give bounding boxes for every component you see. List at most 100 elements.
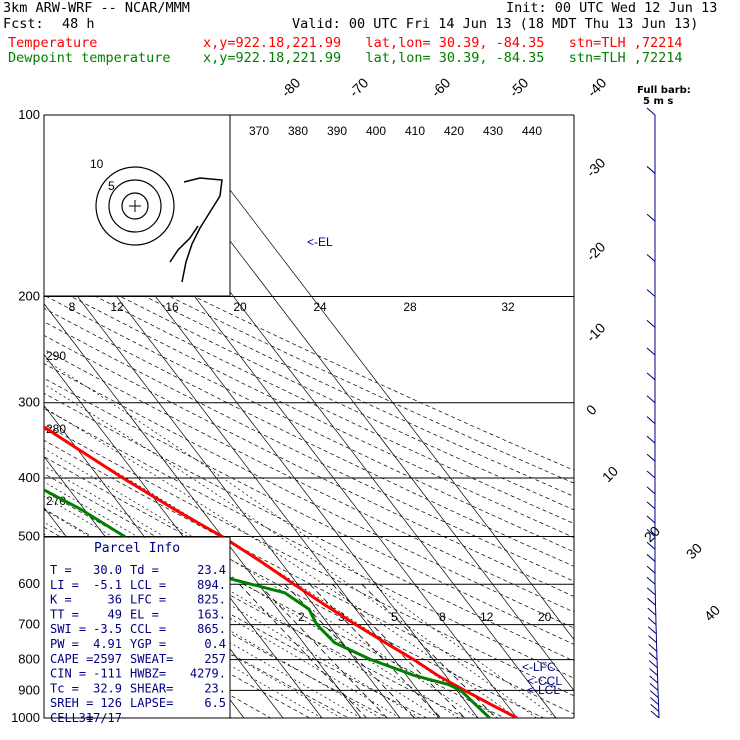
wind-barb	[646, 213, 656, 222]
isotherm-label: -80	[278, 74, 304, 100]
wind-barb	[646, 554, 656, 562]
parcel-param-value: 30.0	[93, 563, 122, 577]
isotherm-label: 0	[583, 401, 600, 418]
theta-e-label: 430	[483, 124, 503, 138]
hodograph-speed-label: 32	[501, 300, 515, 314]
dry-adiabat-line	[44, 334, 574, 597]
dry-adiabat-line	[44, 294, 574, 553]
parcel-param-label: SHEAR=	[130, 681, 173, 695]
wind-barb	[648, 652, 658, 660]
dry-adiabat-line	[44, 244, 574, 497]
pressure-label: 900	[18, 682, 40, 697]
parcel-param-value: 4279.	[190, 667, 226, 681]
parcel-param-label: CELL =	[50, 711, 93, 725]
temperature-legend: Temperature	[8, 35, 98, 51]
barb-legend-unit: 5 m s	[643, 96, 673, 107]
wind-barb	[646, 435, 656, 444]
wind-barb	[648, 660, 658, 668]
forecast-label: Fcst:	[3, 16, 44, 32]
wind-barb	[646, 254, 656, 262]
parcel-param-value: 317/17	[79, 711, 122, 725]
parcel-param-value: 865.	[197, 622, 226, 636]
isotherm-label: 40	[701, 602, 723, 624]
dry-adiabat-line	[44, 408, 574, 679]
moist-adiabat-line	[44, 358, 557, 718]
wind-barb	[650, 703, 660, 712]
parcel-param-value: 23.4	[197, 563, 226, 577]
parcel-param-value: 163.	[197, 607, 226, 621]
dry-adiabat-line	[44, 392, 574, 662]
parcel-param-value: 23.	[204, 681, 226, 695]
parcel-param-value: -3.5	[93, 622, 122, 636]
parcel-param-label: CAPE =	[50, 652, 93, 666]
isotherm-line	[172, 115, 574, 641]
parcel-param-value: 4.91	[93, 637, 122, 651]
theta-e-label: 370	[249, 124, 269, 138]
theta-e-label: 380	[288, 124, 308, 138]
ccl-marker: <-CCL	[527, 674, 562, 688]
wind-barb	[646, 107, 656, 116]
isotherm-label: -40	[584, 74, 610, 100]
init-time: Init: 00 UTC Wed 12 Jun 13	[506, 0, 718, 16]
dry-adiabat-line	[44, 321, 574, 582]
hodograph-trace	[181, 177, 223, 283]
wind-barb	[649, 683, 659, 691]
moist-adiabat-line	[44, 533, 362, 718]
wind-barb	[647, 597, 656, 606]
parcel-param-value: 126	[100, 696, 122, 710]
pressure-label: 600	[18, 576, 40, 591]
parcel-param-value: 32.9	[93, 681, 122, 695]
wind-barb	[649, 690, 659, 698]
wind-barb	[646, 347, 656, 356]
pressure-label: 700	[18, 617, 40, 632]
parcel-param-value: 6.5	[204, 696, 226, 710]
moist-adiabat-line	[44, 555, 323, 718]
temperature-profile	[44, 425, 518, 718]
dry-adiabat-line	[44, 526, 388, 718]
parcel-param-label: LCL =	[130, 578, 166, 592]
dewpoint-location: x,y=922.18,221.99 lat,lon= 30.39, -84.35…	[203, 50, 683, 66]
pressure-label: 100	[18, 107, 40, 122]
parcel-info-box	[43, 536, 231, 719]
parcel-param-value: 49	[108, 607, 122, 621]
wind-barb	[646, 470, 656, 479]
valid-time: Valid: 00 UTC Fri 14 Jun 13 (18 MDT Thu …	[292, 16, 699, 32]
dewpoint-legend: Dewpoint temperature	[8, 50, 171, 66]
hodograph-speed-label: 8	[69, 300, 76, 314]
theta-e-label: 400	[366, 124, 386, 138]
wind-barb	[646, 587, 656, 596]
wind-barb	[646, 565, 656, 574]
wind-barb	[647, 626, 657, 635]
parcel-param-value: 36	[108, 593, 122, 607]
hodograph-speed-label: 28	[403, 300, 417, 314]
wind-barb	[646, 486, 656, 495]
isotherm-label: -30	[583, 154, 609, 180]
parcel-param-label: YGP =	[130, 637, 166, 651]
wind-barb	[650, 710, 660, 719]
lfc-marker: <-LFC	[522, 660, 556, 674]
dry-adiabat-line	[44, 439, 574, 715]
parcel-param-label: SREH =	[50, 696, 93, 710]
wind-barb	[649, 668, 658, 676]
theta-e-label: 440	[522, 124, 542, 138]
parcel-param-value: -111	[93, 667, 122, 681]
wind-barb	[647, 607, 657, 616]
dry-adiabat-line	[44, 232, 574, 484]
model-title: 3km ARW-WRF -- NCAR/MMM	[3, 0, 190, 16]
dry-adiabat-line	[44, 456, 544, 718]
el-marker: <-EL	[307, 235, 333, 249]
wind-barb	[646, 289, 656, 297]
isotherm-label: -10	[583, 319, 609, 345]
parcel-param-value: 894.	[197, 578, 226, 592]
parcel-param-label: Td =	[130, 563, 159, 577]
wind-barb	[646, 319, 656, 328]
isotherm-line	[44, 252, 401, 718]
isotherm-label: -60	[428, 74, 454, 100]
parcel-param-label: K =	[50, 593, 72, 607]
parcel-param-label: Tc =	[50, 681, 79, 695]
pressure-label: 200	[18, 289, 40, 304]
dry-adiabat-line	[44, 307, 574, 567]
isotherm-label: -50	[506, 74, 532, 100]
isotherm-label: -20	[583, 238, 609, 264]
